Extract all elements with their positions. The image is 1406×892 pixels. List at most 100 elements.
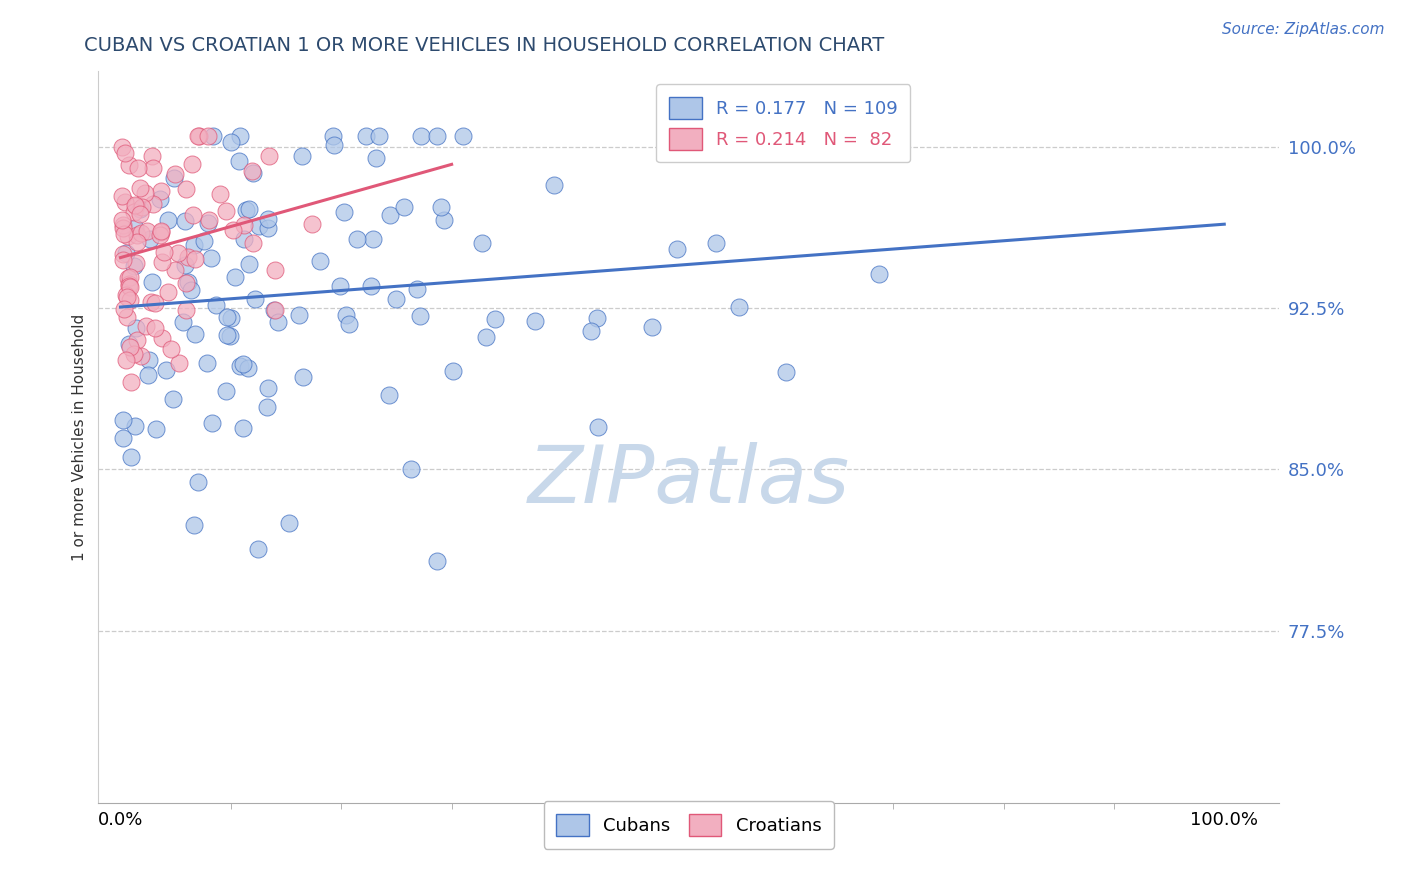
- Point: [278, 516, 301, 530]
- Point: [141, 149, 163, 163]
- Point: [242, 166, 264, 180]
- Point: [118, 278, 141, 293]
- Point: [117, 270, 139, 285]
- Text: ZIPatlas: ZIPatlas: [527, 442, 851, 520]
- Point: [218, 328, 240, 343]
- Point: [385, 292, 408, 306]
- Point: [523, 314, 546, 328]
- Point: [242, 235, 264, 250]
- Point: [163, 167, 186, 181]
- Point: [112, 301, 135, 316]
- Point: [118, 279, 141, 293]
- Point: [378, 388, 401, 402]
- Point: [120, 293, 142, 307]
- Point: [122, 260, 145, 274]
- Point: [120, 340, 142, 354]
- Point: [197, 216, 219, 230]
- Point: [360, 279, 382, 293]
- Point: [323, 138, 346, 153]
- Point: [157, 212, 180, 227]
- Point: [256, 400, 278, 414]
- Point: [183, 238, 205, 252]
- Point: [586, 420, 609, 434]
- Point: [124, 418, 146, 433]
- Point: [120, 450, 142, 464]
- Point: [150, 184, 173, 198]
- Point: [139, 294, 162, 309]
- Point: [187, 128, 209, 143]
- Point: [200, 251, 222, 265]
- Point: [118, 337, 141, 351]
- Point: [256, 221, 278, 235]
- Point: [329, 278, 352, 293]
- Point: [426, 554, 449, 568]
- Point: [215, 384, 238, 398]
- Point: [117, 229, 139, 244]
- Point: [136, 224, 159, 238]
- Point: [586, 310, 609, 325]
- Point: [368, 128, 391, 143]
- Point: [686, 128, 709, 143]
- Point: [115, 288, 138, 302]
- Point: [222, 223, 245, 237]
- Point: [236, 361, 259, 376]
- Point: [215, 310, 238, 325]
- Point: [124, 347, 146, 361]
- Point: [177, 275, 200, 289]
- Point: [426, 128, 449, 143]
- Point: [149, 225, 172, 239]
- Point: [128, 202, 150, 216]
- Point: [354, 128, 377, 143]
- Point: [115, 353, 138, 368]
- Point: [188, 128, 211, 143]
- Point: [112, 227, 135, 242]
- Point: [129, 180, 152, 194]
- Point: [641, 319, 664, 334]
- Point: [138, 368, 160, 383]
- Point: [150, 255, 173, 269]
- Point: [125, 256, 148, 270]
- Point: [197, 129, 219, 144]
- Point: [301, 217, 323, 231]
- Point: [232, 421, 254, 435]
- Point: [235, 202, 257, 217]
- Point: [111, 252, 134, 267]
- Point: [335, 308, 357, 322]
- Point: [229, 359, 252, 373]
- Point: [201, 417, 224, 431]
- Point: [114, 246, 136, 260]
- Point: [160, 342, 183, 356]
- Point: [411, 128, 433, 143]
- Point: [184, 327, 207, 342]
- Point: [120, 375, 142, 389]
- Point: [394, 200, 416, 214]
- Point: [221, 135, 243, 149]
- Point: [181, 157, 204, 171]
- Point: [114, 146, 136, 161]
- Point: [149, 224, 172, 238]
- Point: [775, 365, 797, 379]
- Point: [364, 151, 387, 165]
- Point: [125, 235, 148, 250]
- Legend: Cubans, Croatians: Cubans, Croatians: [544, 801, 834, 848]
- Point: [471, 235, 494, 250]
- Point: [157, 285, 180, 300]
- Point: [120, 269, 142, 284]
- Point: [247, 219, 270, 234]
- Point: [149, 193, 172, 207]
- Point: [405, 282, 427, 296]
- Point: [131, 201, 153, 215]
- Y-axis label: 1 or more Vehicles in Household: 1 or more Vehicles in Household: [72, 313, 87, 561]
- Point: [187, 475, 209, 489]
- Point: [332, 204, 354, 219]
- Point: [122, 205, 145, 219]
- Point: [174, 182, 197, 196]
- Point: [112, 247, 135, 261]
- Point: [141, 275, 163, 289]
- Point: [125, 228, 148, 243]
- Point: [167, 356, 190, 370]
- Point: [433, 212, 456, 227]
- Point: [115, 290, 138, 304]
- Point: [238, 202, 260, 216]
- Point: [125, 198, 148, 212]
